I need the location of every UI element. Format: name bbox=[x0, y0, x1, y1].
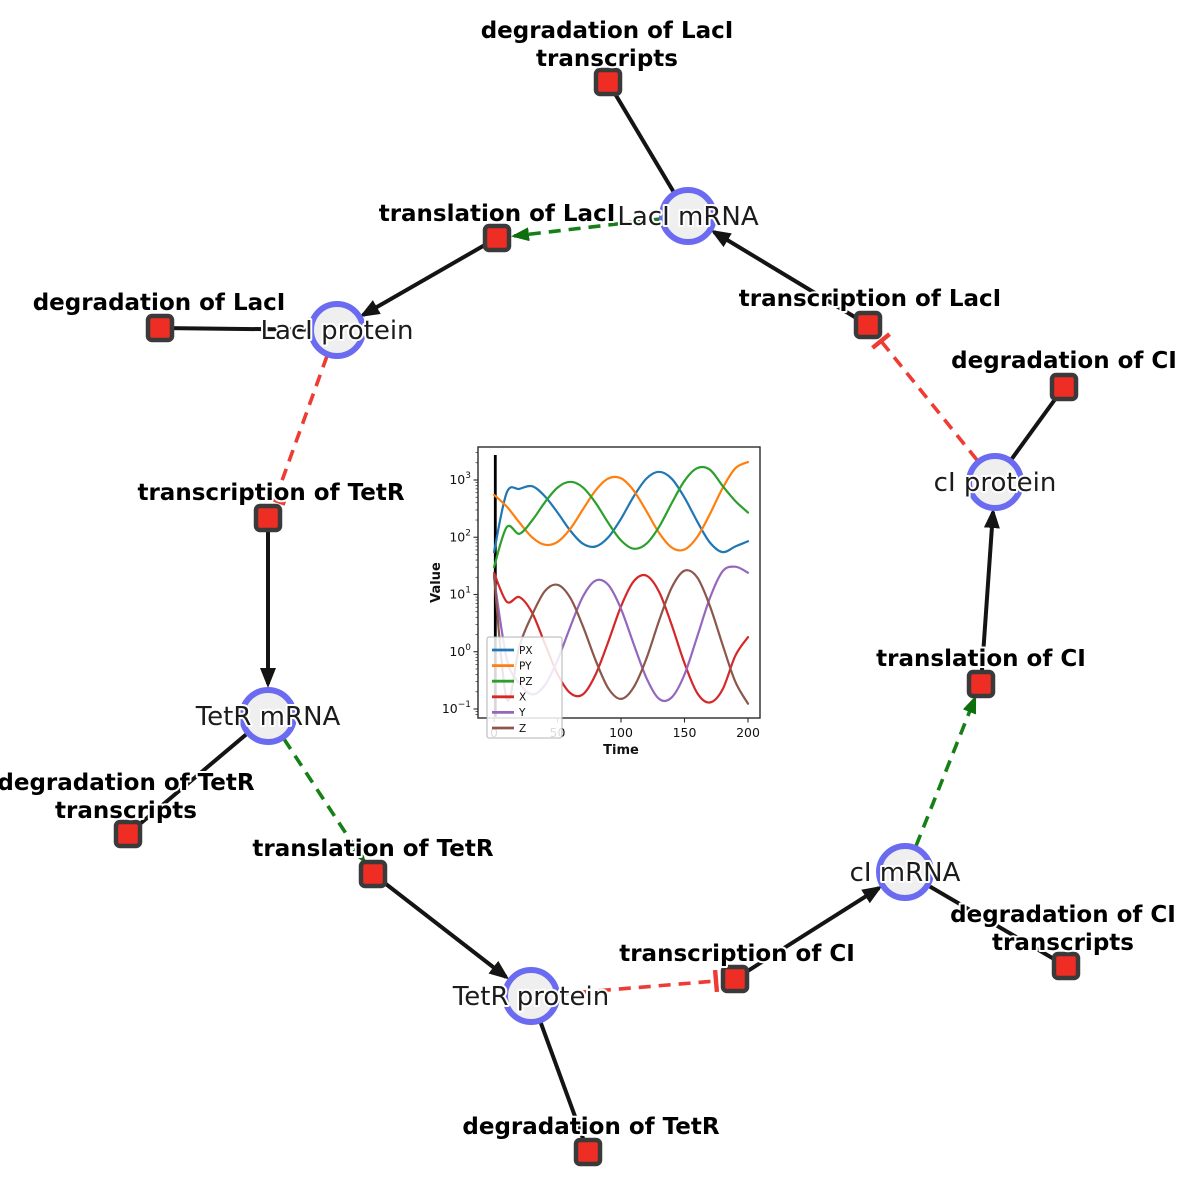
reaction-label: degradation of LacI bbox=[481, 18, 734, 44]
legend-label-PY: PY bbox=[519, 660, 532, 672]
reaction-label: translation of CI bbox=[876, 646, 1086, 672]
edge-ci-protein-inhibits-transcription-laci bbox=[871, 332, 979, 462]
reaction-label: transcription of TetR bbox=[137, 480, 404, 506]
series-Z bbox=[492, 569, 750, 705]
reaction-label: transcripts bbox=[55, 798, 197, 824]
species-label-tetr-protein: TetR protein bbox=[452, 982, 609, 1012]
legend-label-Z: Z bbox=[519, 723, 526, 735]
reaction-label: transcripts bbox=[992, 930, 1134, 956]
species-node-tetr-protein bbox=[502, 967, 560, 1025]
edge-translation-tetr-to-tetr-protein-arrow bbox=[371, 872, 510, 980]
species-node-laci-mrna bbox=[659, 187, 717, 245]
x-axis-label: Time bbox=[603, 743, 639, 758]
series-PZ bbox=[492, 465, 750, 569]
reaction-label: degradation of TetR bbox=[0, 770, 255, 796]
series-PY bbox=[492, 460, 750, 552]
reaction-node-translation-tetr bbox=[358, 859, 388, 889]
plot-border bbox=[477, 446, 761, 719]
reaction-node-degradation-laci bbox=[145, 313, 175, 343]
x-tick-label: 150 bbox=[673, 725, 697, 740]
reaction-node-transcription-ci bbox=[720, 964, 750, 994]
reaction-label: degradation of TetR bbox=[462, 1114, 719, 1140]
edge-laci-protein-to-degradation-laci bbox=[159, 326, 338, 332]
species-node-ci-protein bbox=[966, 453, 1024, 511]
y-tick-label: 10−1 bbox=[442, 700, 471, 716]
reaction-node-degradation-tetr bbox=[573, 1137, 603, 1167]
y-axis-label: Value bbox=[429, 562, 444, 603]
reaction-label: transcription of CI bbox=[619, 941, 855, 967]
edge-transcription-ci-to-ci-mrna-arrow bbox=[733, 885, 883, 981]
reaction-label: transcripts bbox=[536, 46, 678, 72]
reaction-node-degradation-ci-transcripts bbox=[1051, 951, 1081, 981]
labels: degradation of LacI transcripts translat… bbox=[0, 16, 1179, 1142]
reaction-label: translation of TetR bbox=[252, 836, 493, 862]
y-tick-label: 102 bbox=[449, 528, 471, 544]
edge-tetr-mrna-stimulates-translation-tetr bbox=[282, 738, 366, 864]
species-node-ci-mrna bbox=[876, 843, 934, 901]
reaction-node-transcription-laci bbox=[853, 310, 883, 340]
edge-tetr-protein-inhibits-transcription-ci bbox=[558, 969, 720, 996]
species-label-ci-mrna: cI mRNA bbox=[850, 858, 961, 888]
reaction-node-transcription-tetr bbox=[253, 503, 283, 533]
series-PX bbox=[492, 470, 750, 554]
reaction-label: degradation of CI bbox=[950, 902, 1176, 928]
reaction-node-degradation-laci-transcripts bbox=[593, 67, 623, 97]
inset-timeseries-chart: 10−1100101102103050100150200TimeValuePXP… bbox=[429, 446, 761, 758]
edge-tetr-mrna-to-degradation-tetr-transcripts bbox=[126, 714, 270, 836]
legend-label-Y: Y bbox=[518, 707, 526, 719]
species-node-tetr-mrna bbox=[239, 687, 297, 745]
reaction-node-translation-laci bbox=[482, 223, 512, 253]
reaction-nodes bbox=[113, 67, 1081, 1167]
y-tick-label: 101 bbox=[449, 586, 471, 602]
edge-transcription-laci-to-laci-mrna-arrow bbox=[710, 229, 870, 327]
x-tick-label: 200 bbox=[736, 725, 760, 740]
edge-translation-ci-to-ci-protein-arrow bbox=[979, 508, 1000, 685]
legend-label-PZ: PZ bbox=[519, 676, 533, 688]
edge-laci-mrna-stimulates-translation-laci bbox=[511, 217, 661, 242]
species-node-laci-protein bbox=[308, 301, 366, 359]
reaction-node-degradation-tetr-transcripts bbox=[113, 819, 143, 849]
y-tick-label: 103 bbox=[449, 471, 471, 487]
x-tick-label: 100 bbox=[609, 725, 633, 740]
species-label-tetr-mrna: TetR mRNA bbox=[195, 702, 341, 732]
reaction-label: translation of LacI bbox=[379, 201, 616, 227]
legend: PX PY PZ XYZ bbox=[486, 636, 563, 739]
reaction-node-degradation-ci bbox=[1049, 372, 1079, 402]
reaction-node-translation-ci bbox=[966, 669, 996, 699]
species-nodes bbox=[239, 187, 1024, 1025]
y-tick-label: 100 bbox=[449, 643, 471, 659]
reaction-label: transcription of LacI bbox=[739, 286, 1002, 312]
species-label-ci-protein: cI protein bbox=[934, 468, 1057, 498]
reaction-label: degradation of LacI bbox=[33, 290, 286, 316]
legend-label-PX: PX bbox=[519, 645, 533, 657]
edge-translation-laci-to-laci-protein-arrow bbox=[359, 236, 498, 317]
edge-laci-protein-inhibits-transcription-tetr bbox=[263, 355, 329, 506]
edge-ci-mrna-to-degradation-ci-transcripts bbox=[903, 870, 1068, 968]
legend-label-X: X bbox=[519, 692, 526, 704]
species-label-laci-protein: LacI protein bbox=[260, 316, 413, 346]
series-curves bbox=[492, 460, 750, 705]
edge-ci-mrna-stimulates-translation-ci bbox=[914, 695, 977, 847]
species-label-laci-mrna: LacI mRNA bbox=[617, 202, 758, 232]
reaction-label: degradation of CI bbox=[951, 348, 1177, 374]
